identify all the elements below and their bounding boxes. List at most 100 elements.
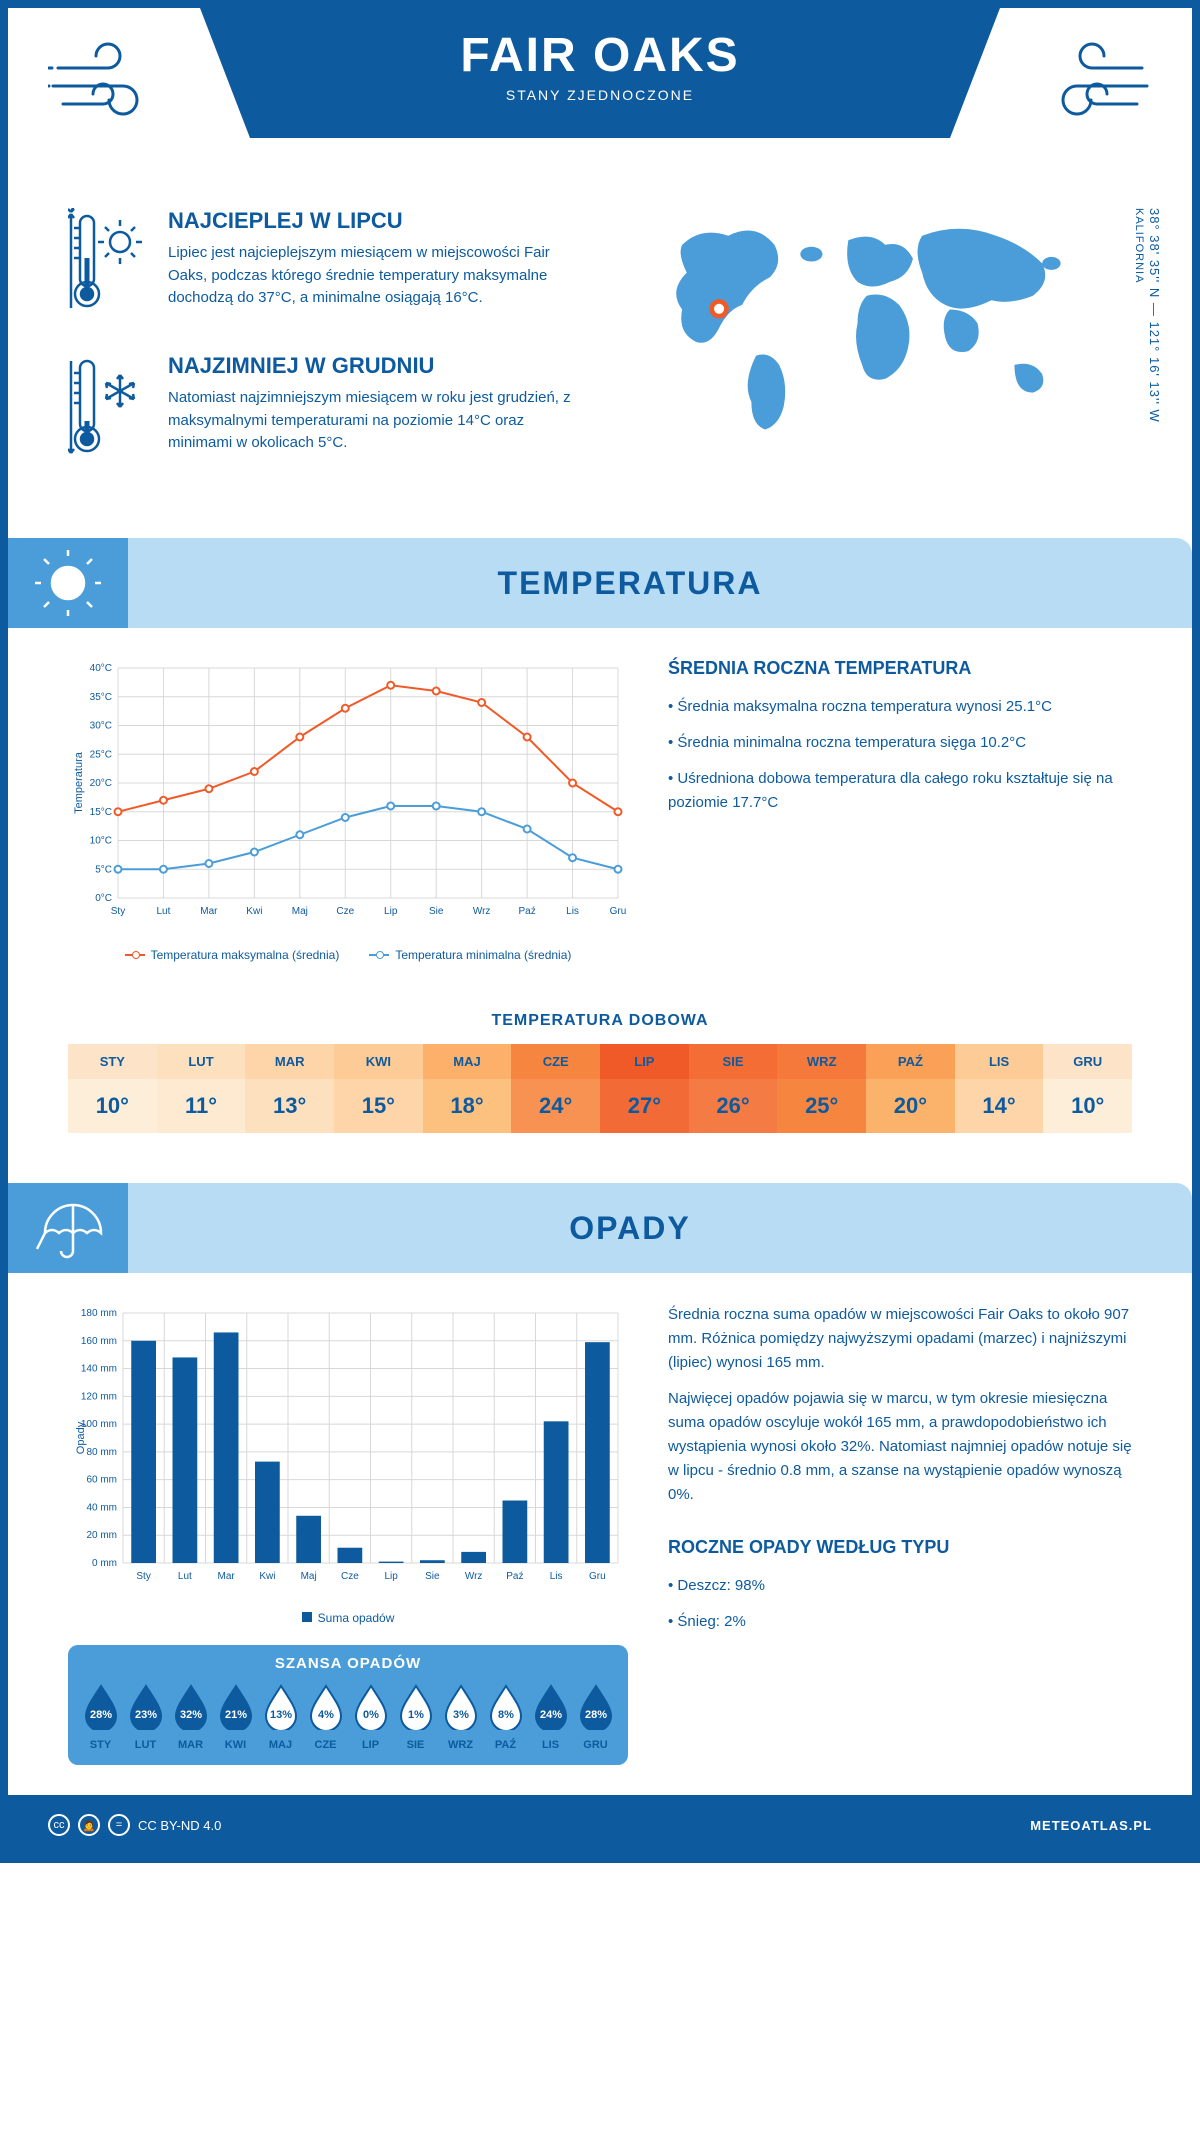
temp-point: Średnia maksymalna roczna temperatura wy… [668, 695, 1132, 719]
umbrella-icon [8, 1183, 128, 1273]
svg-text:5°C: 5°C [95, 864, 112, 875]
daily-cell: MAJ 18° [423, 1044, 512, 1133]
precip-bar-chart: 0 mm20 mm40 mm60 mm80 mm100 mm120 mm140 … [68, 1303, 628, 1603]
daily-cell: STY 10° [68, 1044, 157, 1133]
fact-text: Natomiast najzimniejszym miesiącem w rok… [168, 387, 580, 455]
fact-text: Lipiec jest najcieplejszym miesiącem w m… [168, 242, 580, 310]
svg-text:20 mm: 20 mm [86, 1530, 117, 1541]
svg-text:Kwi: Kwi [246, 906, 262, 917]
chance-drop: 4% CZE [307, 1682, 345, 1751]
fact-warmest: NAJCIEPLEJ W LIPCU Lipiec jest najcieple… [68, 208, 580, 323]
wind-icon [1032, 38, 1152, 133]
type-title: ROCZNE OPADY WEDŁUG TYPU [668, 1537, 1132, 1558]
chance-title: SZANSA OPADÓW [68, 1645, 628, 1682]
svg-text:Cze: Cze [341, 1571, 359, 1582]
svg-text:Cze: Cze [336, 906, 354, 917]
svg-text:Sty: Sty [111, 906, 125, 917]
chart-legend: .dot[style*='#f05a28']::after{border-col… [68, 948, 628, 962]
world-map [620, 208, 1132, 448]
svg-text:Wrz: Wrz [473, 906, 491, 917]
fact-coldest: NAJZIMNIEJ W GRUDNIU Natomiast najzimnie… [68, 353, 580, 468]
section-header-precip: OPADY [68, 1183, 1192, 1273]
svg-text:80 mm: 80 mm [86, 1447, 117, 1458]
svg-text:180 mm: 180 mm [81, 1308, 117, 1319]
daily-cell: LUT 11° [157, 1044, 246, 1133]
svg-text:Sty: Sty [136, 1571, 150, 1582]
daily-cell: LIS 14° [955, 1044, 1044, 1133]
svg-text:28%: 28% [584, 1709, 606, 1721]
svg-text:Lis: Lis [550, 1571, 563, 1582]
daily-cell: LIP 27° [600, 1044, 689, 1133]
svg-text:Mar: Mar [218, 1571, 236, 1582]
daily-cell: KWI 15° [334, 1044, 423, 1133]
svg-text:32%: 32% [179, 1709, 201, 1721]
wind-icon [48, 38, 168, 133]
svg-text:35°C: 35°C [90, 692, 112, 703]
chance-drop: 8% PAŹ [487, 1682, 525, 1751]
thermometer-snow-icon [68, 353, 148, 468]
svg-text:Mar: Mar [200, 906, 218, 917]
title-banner: FAIR OAKS STANY ZJEDNOCZONE [250, 8, 950, 138]
side-title: ŚREDNIA ROCZNA TEMPERATURA [668, 658, 1132, 679]
fact-title: NAJCIEPLEJ W LIPCU [168, 208, 580, 234]
svg-text:Opady: Opady [75, 1421, 87, 1454]
svg-text:3%: 3% [453, 1709, 469, 1721]
chance-drop: 1% SIE [397, 1682, 435, 1751]
daily-cell: MAR 13° [245, 1044, 334, 1133]
daily-cell: SIE 26° [689, 1044, 778, 1133]
svg-text:Lis: Lis [566, 906, 579, 917]
precip-type-list: Deszcz: 98% Śnieg: 2% [668, 1574, 1132, 1634]
svg-text:15°C: 15°C [90, 807, 112, 818]
nd-icon: = [108, 1814, 130, 1836]
svg-text:Temperatura: Temperatura [73, 751, 85, 814]
svg-text:Lip: Lip [384, 1571, 398, 1582]
daily-cell: WRZ 25° [777, 1044, 866, 1133]
svg-text:21%: 21% [224, 1709, 246, 1721]
precip-type: Śnieg: 2% [668, 1610, 1132, 1634]
svg-text:Wrz: Wrz [465, 1571, 483, 1582]
page-subtitle: STANY ZJEDNOCZONE [250, 87, 950, 103]
footer: cc 🙍 = CC BY-ND 4.0 METEOATLAS.PL [8, 1795, 1192, 1855]
temp-point: Średnia minimalna roczna temperatura się… [668, 731, 1132, 755]
chance-drop: 0% LIP [352, 1682, 390, 1751]
temperature-line-chart: 0°C5°C10°C15°C20°C25°C30°C35°C40°CStyLut… [68, 658, 628, 938]
svg-text:120 mm: 120 mm [81, 1391, 117, 1402]
precip-text: Najwięcej opadów pojawia się w marcu, w … [668, 1387, 1132, 1507]
svg-text:40°C: 40°C [90, 663, 112, 674]
section-title: OPADY [569, 1210, 690, 1247]
svg-text:60 mm: 60 mm [86, 1475, 117, 1486]
chance-drop: 32% MAR [172, 1682, 210, 1751]
chance-drop: 23% LUT [127, 1682, 165, 1751]
svg-text:4%: 4% [318, 1709, 334, 1721]
svg-text:Lut: Lut [178, 1571, 192, 1582]
bar-legend: Suma opadów [68, 1611, 628, 1625]
svg-text:Lip: Lip [384, 906, 398, 917]
svg-text:Gru: Gru [610, 906, 627, 917]
page-title: FAIR OAKS [250, 28, 950, 83]
svg-text:40 mm: 40 mm [86, 1502, 117, 1513]
svg-text:Paź: Paź [518, 906, 535, 917]
precip-type: Deszcz: 98% [668, 1574, 1132, 1598]
svg-text:28%: 28% [89, 1709, 111, 1721]
license: cc 🙍 = CC BY-ND 4.0 [48, 1814, 221, 1836]
svg-text:Sie: Sie [429, 906, 444, 917]
svg-text:24%: 24% [539, 1709, 561, 1721]
svg-text:0 mm: 0 mm [92, 1558, 117, 1569]
svg-text:13%: 13% [269, 1709, 291, 1721]
section-header-temperature: TEMPERATURA [68, 538, 1192, 628]
chance-drop: 3% WRZ [442, 1682, 480, 1751]
daily-cell: GRU 10° [1043, 1044, 1132, 1133]
header: FAIR OAKS STANY ZJEDNOCZONE [8, 8, 1192, 188]
cc-icon: cc [48, 1814, 70, 1836]
by-icon: 🙍 [78, 1814, 100, 1836]
coordinates: 38° 38' 35'' N — 121° 16' 13'' W KALIFOR… [1132, 208, 1162, 423]
fact-title: NAJZIMNIEJ W GRUDNIU [168, 353, 580, 379]
chance-drop: 21% KWI [217, 1682, 255, 1751]
svg-text:0°C: 0°C [95, 893, 112, 904]
chance-panel: SZANSA OPADÓW 28% STY 23% LUT 32% MAR 21… [68, 1645, 628, 1765]
svg-text:Gru: Gru [589, 1571, 606, 1582]
temp-points-list: Średnia maksymalna roczna temperatura wy… [668, 695, 1132, 815]
daily-cell: CZE 24° [511, 1044, 600, 1133]
svg-text:Lut: Lut [157, 906, 171, 917]
sun-icon [8, 538, 128, 628]
